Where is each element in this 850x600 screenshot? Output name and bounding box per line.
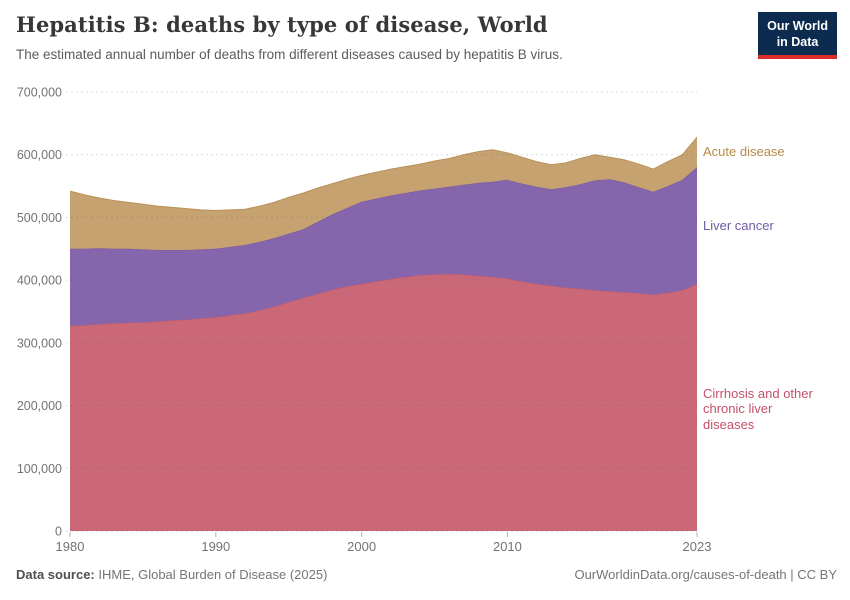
area-layers [69,136,698,531]
area-series-2-edge [69,136,698,212]
legend-label-liver-cancer[interactable]: Liver cancer [703,218,774,233]
svg-text:2010: 2010 [493,539,522,554]
svg-text:200,000: 200,000 [17,399,62,413]
legend-label-acute-disease[interactable]: Acute disease [703,144,785,159]
page-title: Hepatitis B: deaths by type of disease, … [16,12,548,37]
data-source-label: Data source: [16,567,95,582]
data-source-value: IHME, Global Burden of Disease (2025) [94,567,328,582]
svg-text:1980: 1980 [56,539,85,554]
area-series-2 [70,137,697,250]
chart-subtitle: The estimated annual number of deaths fr… [16,47,563,62]
svg-text:2023: 2023 [683,539,712,554]
chart-footer: Data source: IHME, Global Burden of Dise… [16,567,837,582]
y-axis-labels: 0 100,000 200,000 300,000 400,000 500,000 600,… [17,86,62,539]
svg-text:400,000: 400,000 [17,274,62,288]
svg-text:1990: 1990 [201,539,230,554]
svg-text:600,000: 600,000 [17,148,62,162]
svg-text:100,000: 100,000 [17,462,62,476]
svg-text:2000: 2000 [347,539,376,554]
svg-text:300,000: 300,000 [17,336,62,350]
svg-text:700,000: 700,000 [17,86,62,100]
owid-logo: Our World in Data [758,12,837,59]
chart-area: 0 100,000 200,000 300,000 400,000 500,000 600,… [0,85,850,560]
legend-label-cirrhosis[interactable]: Cirrhosis and other chronic liver diseas… [703,386,813,432]
area-series-1 [70,167,697,326]
area-series-0 [70,273,697,531]
owid-citation-link[interactable]: OurWorldinData.org/causes-of-death | CC … [574,567,837,582]
svg-text:0: 0 [55,525,62,539]
x-axis-labels: 1980 1990 2000 2010 2023 [56,532,712,554]
svg-text:500,000: 500,000 [17,211,62,225]
stacked-area-chart: 0 100,000 200,000 300,000 400,000 500,000 600,… [17,86,712,555]
owid-logo-line2: in Data [776,35,819,50]
owid-logo-line1: Our World [767,19,828,33]
data-source-note: Data source: IHME, Global Burden of Dise… [16,567,327,582]
gridlines [66,91,697,532]
